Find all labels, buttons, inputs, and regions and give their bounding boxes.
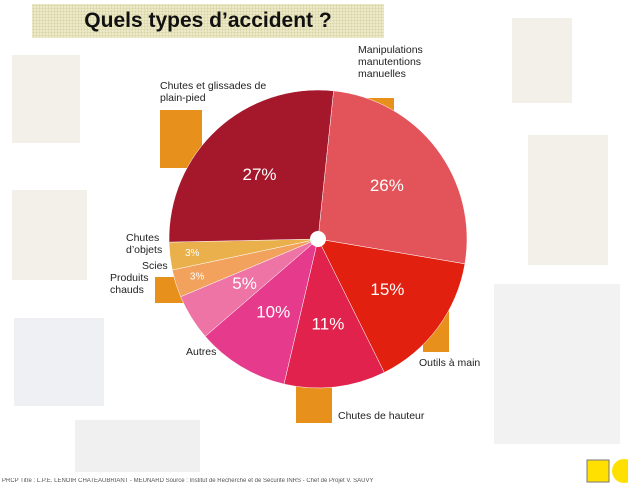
value-label: 27%: [242, 165, 276, 184]
waiter-illustration: [494, 284, 620, 444]
electric-illustration: [75, 420, 200, 472]
cook-illustration: [12, 190, 87, 280]
category-label: Chutes d’objets: [126, 232, 174, 256]
value-label: 3%: [190, 272, 205, 283]
category-label: Chutes et glissades de plain-pied: [160, 80, 290, 104]
value-label: 5%: [232, 274, 257, 293]
slide: 26% 15% 11% 10% 5% 3% 3% 27% Quels types d’acci…: [0, 0, 628, 489]
waiter-illustration: [512, 18, 572, 103]
category-label: Outils à main: [419, 357, 499, 369]
value-label: 3%: [185, 248, 200, 259]
category-label: Chutes de hauteur: [338, 410, 428, 422]
category-label: Produits chauds: [110, 272, 160, 296]
category-label: Autres: [186, 346, 246, 358]
waiter-illustration: [528, 135, 608, 265]
next-button[interactable]: [612, 459, 628, 483]
category-label: Manipulations manutentions manuelles: [358, 44, 448, 80]
value-label: 15%: [370, 280, 404, 299]
cook-illustration: [12, 55, 80, 143]
footer: PRCP Titre : L.P.E. LENOIR CHATEAUBRIANT…: [2, 478, 472, 484]
value-label: 11%: [312, 314, 345, 333]
bottle-illustration: [14, 318, 104, 406]
slide-title: Quels types d’accident ?: [32, 4, 384, 38]
value-label: 26%: [370, 176, 404, 195]
home-button[interactable]: [587, 460, 609, 482]
value-label: 10%: [256, 302, 290, 321]
pie-hole: [310, 231, 326, 247]
chart: 26% 15% 11% 10% 5% 3% 3% 27%: [0, 0, 628, 489]
category-label: Scies: [142, 260, 182, 272]
